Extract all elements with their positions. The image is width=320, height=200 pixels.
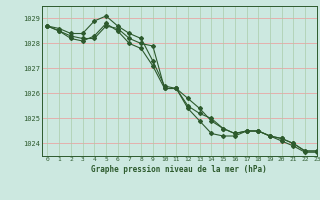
X-axis label: Graphe pression niveau de la mer (hPa): Graphe pression niveau de la mer (hPa): [91, 165, 267, 174]
